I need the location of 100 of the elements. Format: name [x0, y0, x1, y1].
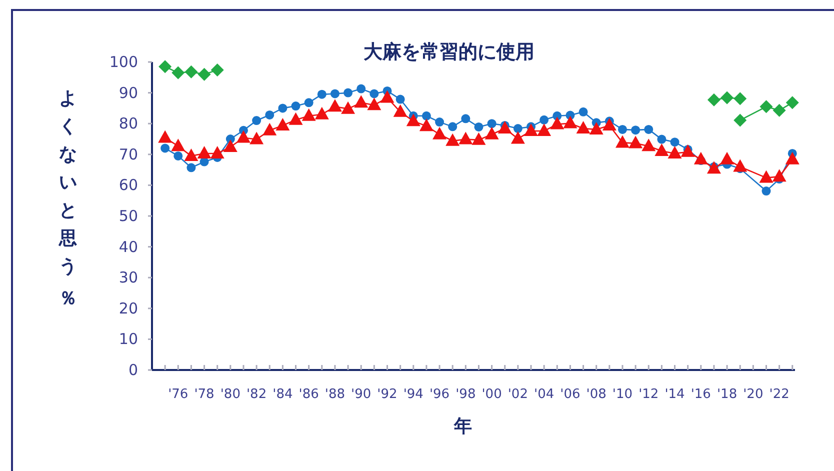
point — [628, 136, 643, 148]
point — [393, 104, 408, 117]
x-tick-label: '90 — [351, 387, 372, 402]
point — [314, 106, 329, 120]
x-tick-label: '80 — [220, 387, 240, 402]
point — [578, 107, 588, 116]
point — [785, 152, 800, 164]
point — [618, 124, 627, 134]
y-tick-label: 20 — [118, 299, 138, 318]
point — [356, 84, 366, 94]
point — [302, 108, 316, 121]
point — [540, 115, 549, 124]
point — [772, 169, 786, 182]
x-tick-label: '96 — [429, 387, 450, 402]
y-tick-label: 60 — [118, 176, 138, 194]
point — [422, 111, 431, 120]
point — [563, 116, 578, 128]
y-tick-label: 70 — [118, 145, 138, 164]
point — [172, 66, 185, 80]
x-tick-label: '08 — [586, 387, 606, 402]
point — [171, 138, 186, 152]
point — [317, 90, 326, 99]
x-tick-label: '16 — [690, 387, 711, 402]
point — [513, 124, 522, 134]
x-tick-label: '00 — [482, 387, 502, 402]
chart-title: 大麻を常習的に使用 — [364, 41, 534, 63]
y-axis-title: よくないと思う％ — [58, 88, 77, 309]
y-tick-label: 10 — [118, 330, 138, 348]
point — [762, 186, 771, 196]
y-tick-label: 50 — [118, 207, 138, 225]
point — [160, 144, 170, 153]
point — [354, 95, 368, 108]
x-tick-label: '02 — [508, 387, 528, 402]
point — [406, 114, 420, 126]
point — [210, 64, 224, 77]
point — [262, 122, 277, 136]
point — [432, 126, 447, 140]
point — [706, 161, 721, 174]
point — [537, 123, 552, 136]
point — [654, 144, 669, 156]
point — [198, 68, 211, 81]
y-tick-label: 90 — [118, 84, 138, 102]
x-tick-label: '04 — [534, 387, 554, 402]
point — [380, 90, 394, 103]
x-tick-label: '76 — [168, 387, 188, 402]
point — [184, 65, 198, 78]
point — [772, 104, 786, 117]
y-tick-label: 80 — [118, 114, 138, 133]
x-tick-label: '20 — [743, 387, 764, 402]
point — [197, 146, 212, 158]
point — [158, 130, 172, 143]
point — [734, 114, 747, 127]
point — [550, 116, 564, 130]
point — [642, 138, 656, 152]
x-tick-label: '22 — [769, 387, 790, 402]
point — [344, 88, 353, 98]
point — [707, 93, 720, 106]
point — [668, 146, 682, 158]
point — [174, 151, 183, 160]
point — [631, 126, 640, 135]
point — [657, 134, 666, 144]
point — [210, 146, 224, 158]
point — [419, 118, 434, 132]
x-tick-label: '18 — [716, 387, 738, 402]
point — [186, 163, 196, 172]
point — [759, 170, 774, 183]
x-tick-label: '10 — [612, 387, 633, 402]
point — [276, 118, 290, 130]
y-tick-label: 40 — [118, 238, 138, 256]
point — [589, 122, 604, 134]
point — [487, 119, 496, 128]
x-tick-label: '12 — [638, 387, 659, 402]
x-tick-label: '84 — [272, 387, 293, 402]
point — [236, 130, 250, 143]
y-tick-label: 30 — [118, 268, 138, 287]
point — [498, 121, 512, 134]
point — [458, 132, 473, 144]
x-tick-label: '06 — [560, 387, 580, 402]
point — [223, 140, 238, 152]
y-tick-label: 100 — [109, 53, 138, 71]
point — [644, 124, 654, 134]
point — [720, 91, 734, 104]
point — [330, 89, 340, 98]
point — [288, 112, 303, 125]
y-tick-label: 0 — [128, 361, 138, 379]
point — [602, 118, 616, 130]
point — [396, 94, 405, 104]
x-tick-label: '14 — [664, 387, 685, 402]
point — [461, 114, 470, 124]
point — [694, 152, 708, 164]
point — [448, 122, 458, 132]
point — [680, 144, 695, 157]
point — [184, 148, 198, 161]
point — [760, 100, 773, 114]
x-axis-title: 年 — [453, 416, 472, 437]
point — [158, 60, 172, 74]
point — [615, 135, 630, 148]
point — [328, 99, 342, 112]
point — [576, 121, 590, 134]
point — [474, 122, 484, 132]
